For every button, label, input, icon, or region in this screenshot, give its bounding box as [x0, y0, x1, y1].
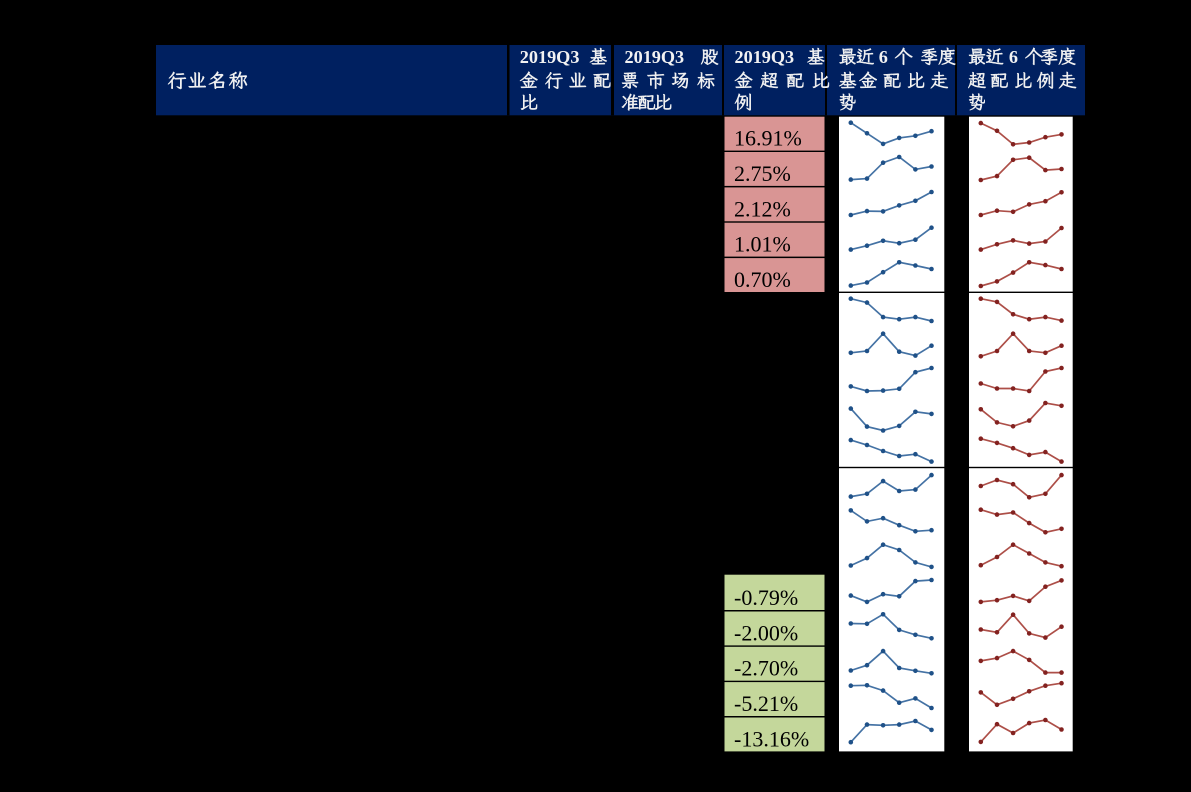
- svg-text:-2.70%: -2.70%: [734, 656, 798, 681]
- svg-text:16.91%: 16.91%: [734, 126, 802, 151]
- svg-text:2.12%: 2.12%: [734, 196, 791, 221]
- svg-text:2019Q3: 2019Q3: [520, 47, 580, 67]
- svg-text:6: 6: [1009, 47, 1018, 67]
- svg-text:2019Q3: 2019Q3: [625, 47, 685, 67]
- svg-text:6: 6: [879, 47, 888, 67]
- svg-text:1.01%: 1.01%: [734, 232, 791, 257]
- svg-text:2019Q3: 2019Q3: [735, 47, 795, 67]
- svg-text:-0.79%: -0.79%: [734, 585, 798, 610]
- svg-text:-2.00%: -2.00%: [734, 620, 798, 645]
- svg-text:-5.21%: -5.21%: [734, 691, 798, 716]
- svg-text:-13.16%: -13.16%: [734, 726, 809, 751]
- svg-text:2.75%: 2.75%: [734, 161, 791, 186]
- svg-text:0.70%: 0.70%: [734, 267, 791, 292]
